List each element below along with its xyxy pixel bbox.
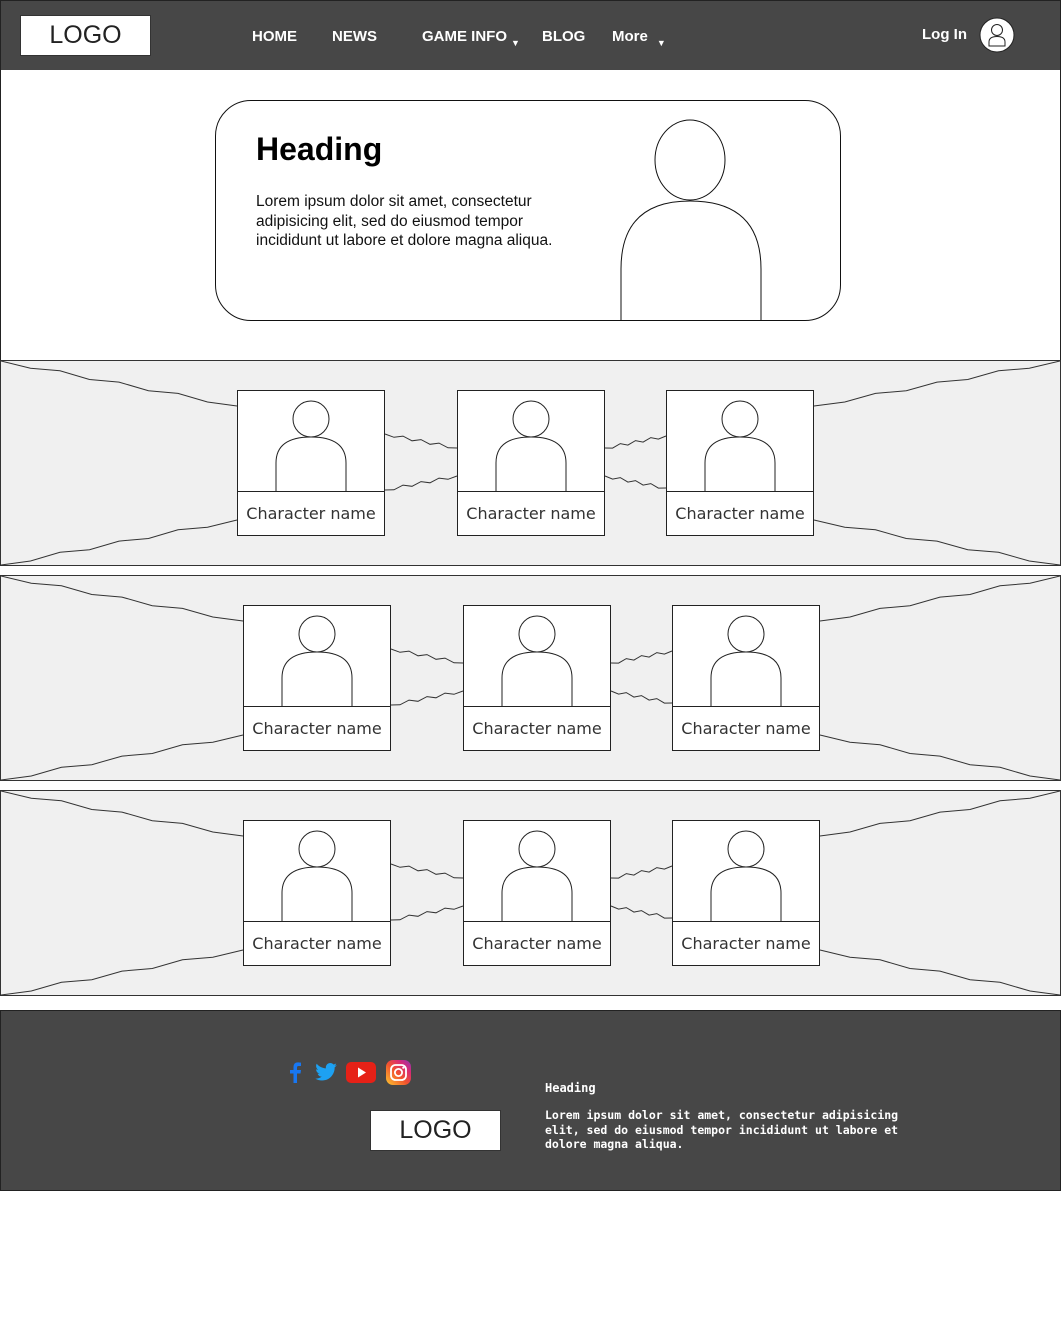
nav-more[interactable]: More ▼	[612, 28, 666, 48]
facebook-icon[interactable]	[287, 1059, 303, 1085]
site-footer: LOGO Heading Lorem ipsum dolor sit amet,…	[0, 1010, 1061, 1191]
character-card[interactable]: Character name	[666, 390, 814, 536]
nav-game-info-label: GAME INFO	[422, 28, 507, 45]
character-card[interactable]: Character name	[672, 605, 820, 751]
nav-news-label: NEWS	[332, 28, 377, 45]
character-row: Character name Character name Character …	[0, 360, 1061, 566]
character-avatar-icon	[704, 400, 776, 491]
hero-card: Heading Lorem ipsum dolor sit amet, cons…	[215, 100, 841, 321]
character-name: Character name	[244, 921, 390, 965]
youtube-icon[interactable]	[346, 1059, 376, 1085]
character-avatar-icon	[275, 400, 347, 491]
nav-blog-label: BLOG	[542, 28, 586, 45]
login-button[interactable]: Log In	[922, 26, 967, 44]
nav-more-label: More	[612, 28, 648, 45]
character-card[interactable]: Character name	[243, 605, 391, 751]
character-name: Character name	[464, 706, 610, 750]
site-header: LOGO HOME NEWS GAME INFO ▼ BLOG More ▼ Log…	[0, 0, 1061, 72]
character-name: Character name	[244, 706, 390, 750]
footer-logo-text: LOGO	[399, 1116, 472, 1144]
instagram-icon[interactable]	[385, 1059, 411, 1085]
character-card[interactable]: Character name	[243, 820, 391, 966]
character-name: Character name	[238, 491, 384, 535]
hero-text: Lorem ipsum dolor sit amet, consectetur …	[256, 193, 553, 249]
character-avatar-icon	[281, 615, 353, 706]
character-row: Character name Character name Character …	[0, 575, 1061, 781]
twitter-icon[interactable]	[315, 1059, 337, 1085]
character-name: Character name	[464, 921, 610, 965]
hero-heading: Heading	[256, 131, 383, 167]
header-logo-text: LOGO	[49, 21, 122, 49]
character-name: Character name	[673, 921, 819, 965]
placeholder-background	[1, 791, 1060, 995]
footer-heading: Heading	[545, 1081, 596, 1095]
nav-game-info[interactable]: GAME INFO ▼	[422, 28, 520, 48]
character-avatar-icon	[501, 830, 573, 921]
character-card[interactable]: Character name	[237, 390, 385, 536]
character-card[interactable]: Character name	[463, 605, 611, 751]
character-name: Character name	[667, 491, 813, 535]
character-name: Character name	[673, 706, 819, 750]
header-logo[interactable]: LOGO	[20, 15, 151, 56]
footer-text: Lorem ipsum dolor sit amet, consectetur …	[545, 1108, 899, 1151]
character-avatar-icon	[501, 615, 573, 706]
nav-home-label: HOME	[252, 28, 297, 45]
character-name: Character name	[458, 491, 604, 535]
login-label: Log In	[922, 26, 967, 43]
placeholder-background	[1, 361, 1060, 565]
nav-news[interactable]: NEWS	[332, 28, 377, 46]
character-avatar-icon	[281, 830, 353, 921]
nav-blog[interactable]: BLOG	[542, 28, 585, 46]
character-card[interactable]: Character name	[457, 390, 605, 536]
nav-home[interactable]: HOME	[252, 28, 297, 46]
chevron-down-icon: ▼	[511, 38, 520, 48]
user-icon[interactable]	[979, 17, 1015, 53]
placeholder-background	[1, 576, 1060, 780]
character-card[interactable]: Character name	[672, 820, 820, 966]
chevron-down-icon: ▼	[656, 38, 666, 48]
character-avatar-icon	[710, 830, 782, 921]
footer-logo[interactable]: LOGO	[370, 1110, 501, 1151]
character-avatar-icon	[495, 400, 567, 491]
person-placeholder-icon	[620, 119, 762, 320]
character-card[interactable]: Character name	[463, 820, 611, 966]
character-row: Character name Character name Character …	[0, 790, 1061, 996]
character-avatar-icon	[710, 615, 782, 706]
